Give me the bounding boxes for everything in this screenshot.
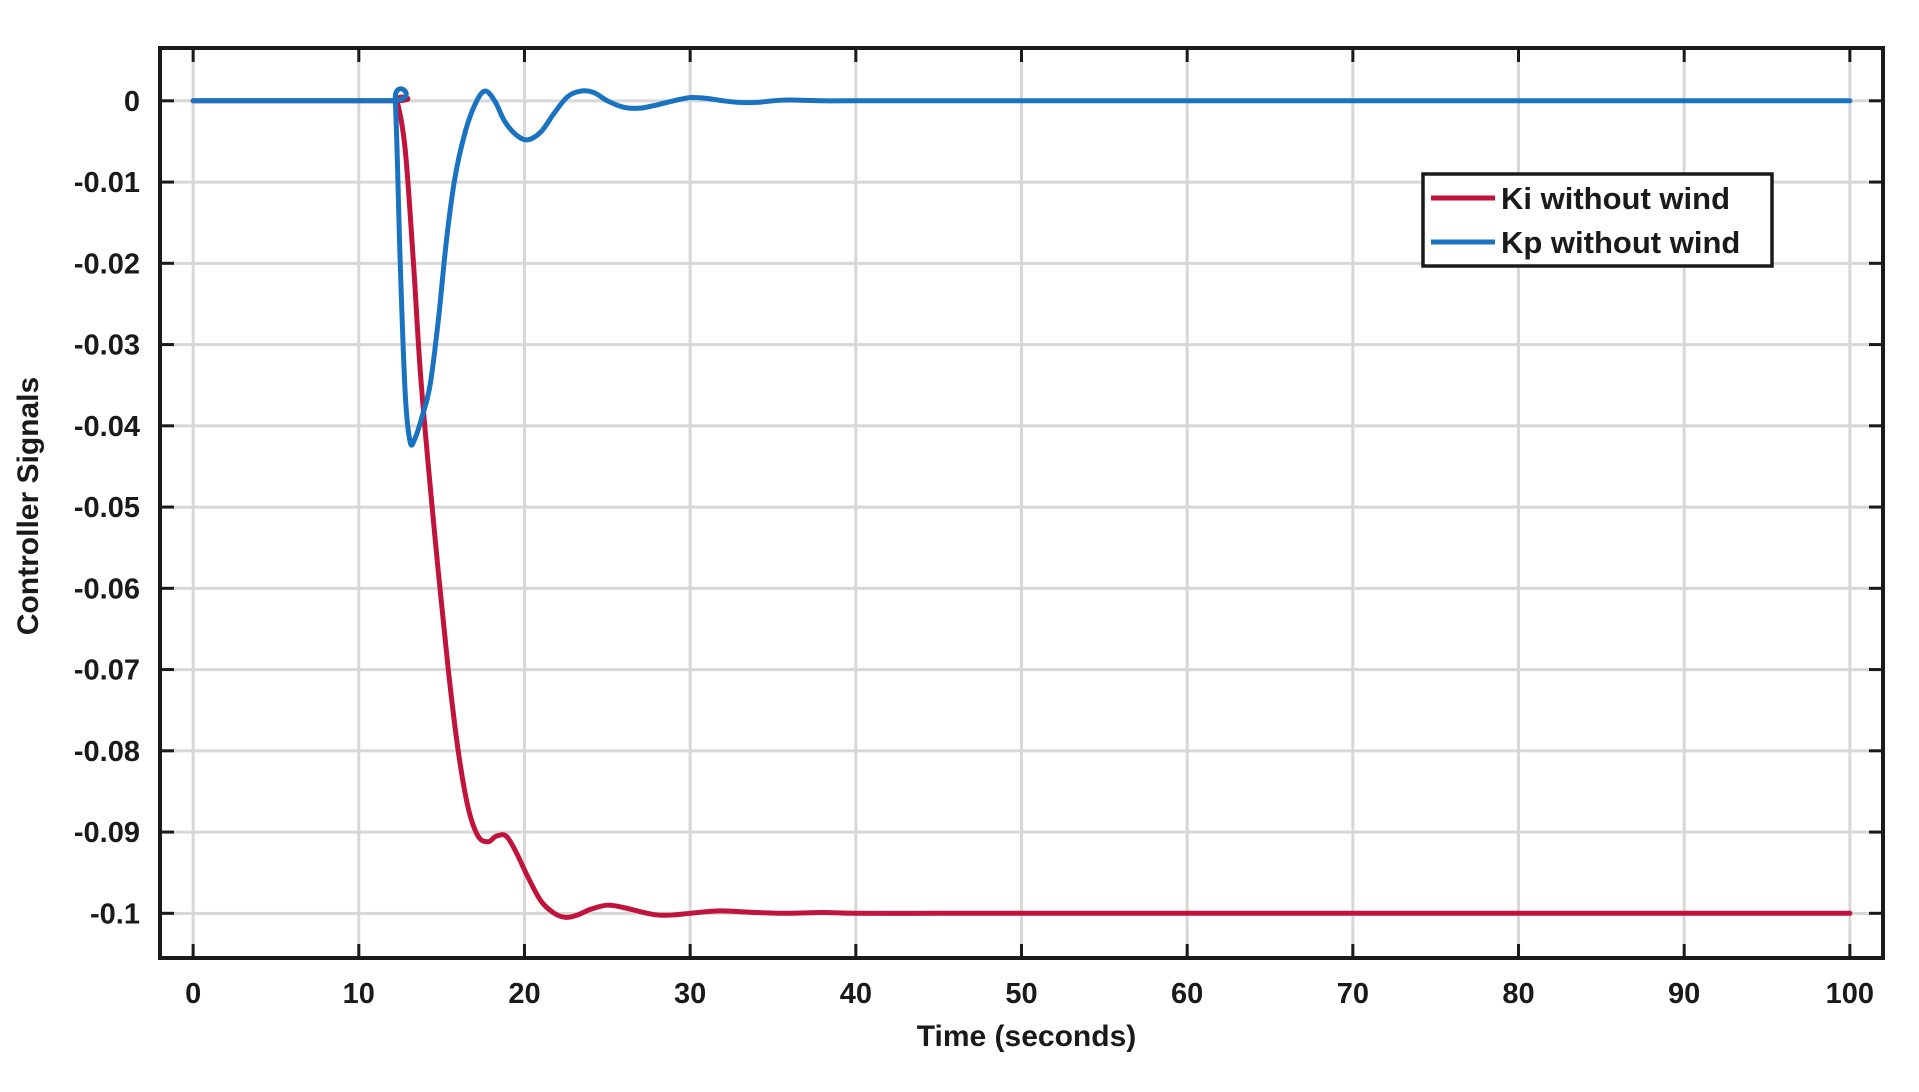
legend-box (1421, 172, 1774, 268)
series-line-ki (190, 94, 1853, 920)
y-tick-label: -0.03 (74, 330, 140, 362)
y-axis-label: Controller Signals (12, 377, 45, 635)
x-tick-label: 30 (674, 978, 706, 1010)
y-tick-label: -0.06 (74, 573, 140, 605)
y-tick-label: -0.01 (74, 167, 140, 199)
x-tick-label: 90 (1668, 978, 1700, 1010)
x-tick-label: 50 (1005, 978, 1037, 1010)
axis-ticks (160, 48, 1883, 958)
x-tick-label: 80 (1502, 978, 1534, 1010)
y-tick-label: -0.04 (74, 411, 140, 443)
x-tick-label: 0 (185, 978, 201, 1010)
x-axis-label: Time (seconds) (917, 1020, 1137, 1053)
y-tick-label: -0.09 (74, 817, 140, 849)
x-tick-label: 40 (840, 978, 872, 1010)
legend-label-kp: Kp without wind (1501, 225, 1740, 260)
series-line-kp (190, 86, 1853, 448)
y-tick-label: -0.02 (74, 248, 140, 280)
y-tick-label: -0.08 (74, 736, 140, 768)
x-tick-label: 60 (1171, 978, 1203, 1010)
y-tick-label: -0.05 (74, 492, 140, 524)
x-tick-label: 70 (1337, 978, 1369, 1010)
legend: Ki without wind Kp without wind (1421, 172, 1774, 268)
y-tick-label: -0.1 (90, 898, 140, 930)
y-tick-label: 0 (124, 86, 140, 118)
legend-label-ki: Ki without wind (1501, 181, 1730, 216)
x-tick-label: 100 (1826, 978, 1874, 1010)
x-tick-label: 20 (508, 978, 540, 1010)
tick-labels: 0 10 20 30 40 50 60 70 80 90 100 0 -0.01 -0.02 -0.03 -0… (74, 86, 1874, 1010)
series-lines (190, 86, 1853, 920)
x-tick-label: 10 (343, 978, 375, 1010)
y-tick-label: -0.07 (74, 655, 140, 687)
